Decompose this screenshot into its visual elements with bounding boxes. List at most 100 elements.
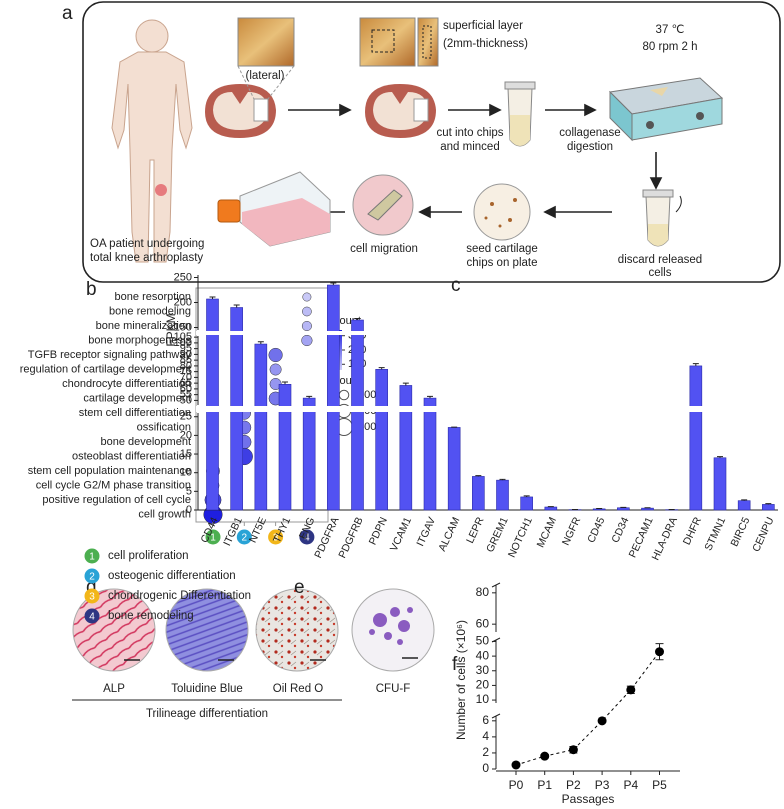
dot bbox=[302, 306, 312, 317]
bar bbox=[302, 397, 316, 511]
point bbox=[568, 745, 578, 755]
term-label: osteoblast differentiation bbox=[72, 450, 191, 462]
x-tick-label: P5 bbox=[652, 778, 667, 792]
y-tick-label: 200 bbox=[174, 296, 192, 308]
y-tick-label: 105 bbox=[174, 331, 192, 343]
dot bbox=[301, 320, 312, 332]
point bbox=[511, 760, 521, 770]
x-tick-label: DHFR bbox=[681, 515, 704, 547]
bar bbox=[423, 397, 437, 511]
term-label: bone mineralization bbox=[96, 320, 191, 332]
caption: Trilineage differentiation bbox=[146, 708, 268, 720]
legend-number: 2 bbox=[89, 572, 95, 583]
x-tick-label: BIRC5 bbox=[728, 515, 752, 548]
term-label: ossification bbox=[137, 421, 191, 433]
y-tick-label: 10 bbox=[476, 692, 490, 706]
bar bbox=[254, 343, 268, 511]
error-bar bbox=[717, 456, 723, 458]
x-tick-label: CD34 bbox=[609, 515, 631, 545]
bar bbox=[351, 319, 364, 511]
term-label: stem cell differentiation bbox=[79, 407, 191, 419]
stain-image bbox=[165, 588, 249, 672]
legend-badge bbox=[84, 588, 100, 604]
bar bbox=[472, 476, 485, 511]
category-badge bbox=[236, 529, 252, 545]
x-tick-label: ITGAV bbox=[414, 515, 438, 548]
error-bar bbox=[499, 478, 506, 481]
x-tick-label: NOTCH1 bbox=[506, 515, 535, 559]
y-tick-label: 20 bbox=[476, 678, 490, 692]
axis-break bbox=[196, 406, 778, 412]
panel-letter: e bbox=[294, 577, 305, 598]
term-label: regulation of cartilage development bbox=[20, 363, 191, 375]
knee-section bbox=[359, 17, 439, 138]
error-bar bbox=[427, 395, 433, 399]
point bbox=[597, 716, 607, 726]
y-tick-label: 65 bbox=[180, 377, 192, 389]
label: collagenase bbox=[559, 127, 620, 139]
term-label: cell cycle G2/M phase transition bbox=[36, 479, 191, 491]
x-tick-label: 4 bbox=[304, 533, 310, 544]
break-mark bbox=[491, 713, 501, 719]
x-tick-label: MCAM bbox=[535, 515, 559, 549]
label: (2mm-thickness) bbox=[443, 38, 528, 50]
y-axis-label: FPKM bbox=[164, 313, 178, 346]
dot bbox=[269, 363, 282, 376]
migration-dish bbox=[352, 174, 414, 236]
legend-badge bbox=[84, 548, 100, 564]
x-tick-label: P4 bbox=[623, 778, 638, 792]
label: cell migration bbox=[350, 243, 418, 255]
stain-label: Oil Red O bbox=[273, 683, 324, 695]
x-tick-label: 3 bbox=[273, 533, 279, 544]
label: cells bbox=[648, 267, 671, 279]
label: and minced bbox=[440, 141, 499, 153]
label: total knee arthroplasty bbox=[90, 252, 203, 264]
dot bbox=[302, 292, 312, 302]
point bbox=[540, 751, 550, 761]
bar bbox=[399, 385, 413, 511]
y-tick-label: 150 bbox=[174, 321, 192, 333]
y-tick-label: 70 bbox=[180, 371, 192, 383]
panel-letter: a bbox=[62, 3, 73, 24]
bar bbox=[375, 369, 388, 511]
label: 37 ℃ bbox=[656, 24, 685, 36]
patient-figure bbox=[111, 19, 193, 263]
term-label: positive regulation of cell cycle bbox=[42, 494, 191, 506]
y-tick-label: 50 bbox=[476, 634, 490, 648]
legend-label: chondrogenic Differentiation bbox=[108, 590, 251, 602]
error-bar bbox=[209, 296, 216, 299]
arrows bbox=[288, 103, 663, 219]
label: (lateral) bbox=[246, 70, 285, 82]
x-tick-label: PDPN bbox=[367, 515, 390, 547]
y-axis-label: Number of cells (×10⁶) bbox=[454, 620, 468, 740]
panel-letter: f bbox=[452, 654, 458, 675]
panel-letter: d bbox=[86, 577, 97, 598]
label: seed cartilage bbox=[466, 243, 538, 255]
category-badge bbox=[299, 529, 315, 545]
x-axis-label: Passages bbox=[562, 792, 615, 806]
y-tick-label: 0 bbox=[482, 761, 489, 775]
x-tick-label: P2 bbox=[566, 778, 581, 792]
y-tick-label: 85 bbox=[180, 354, 192, 366]
x-tick-label: NGFR bbox=[560, 515, 584, 547]
y-tick-label: 55 bbox=[180, 389, 192, 401]
bar bbox=[206, 298, 219, 511]
bar bbox=[496, 479, 509, 511]
legend-badge bbox=[84, 568, 100, 584]
term-label: cell growth bbox=[138, 508, 191, 520]
panel-letter: b bbox=[86, 279, 97, 300]
panel-frame bbox=[82, 1, 781, 283]
label: discard released bbox=[618, 254, 702, 266]
stain-image bbox=[255, 588, 339, 672]
legend-label: bone remodeling bbox=[108, 610, 194, 622]
x-tick-label: 1 bbox=[210, 533, 216, 544]
y-tick-label: 80 bbox=[476, 585, 490, 599]
legend-number: 3 bbox=[89, 592, 95, 603]
break-mark bbox=[491, 582, 501, 588]
y-tick-label: 20 bbox=[180, 429, 192, 441]
legend-label: osteogenic differentiation bbox=[108, 570, 236, 582]
legend-badge bbox=[84, 608, 100, 624]
y-tick-label: 4 bbox=[482, 729, 489, 743]
term-label: bone resorption bbox=[115, 291, 191, 303]
dot bbox=[301, 334, 313, 347]
